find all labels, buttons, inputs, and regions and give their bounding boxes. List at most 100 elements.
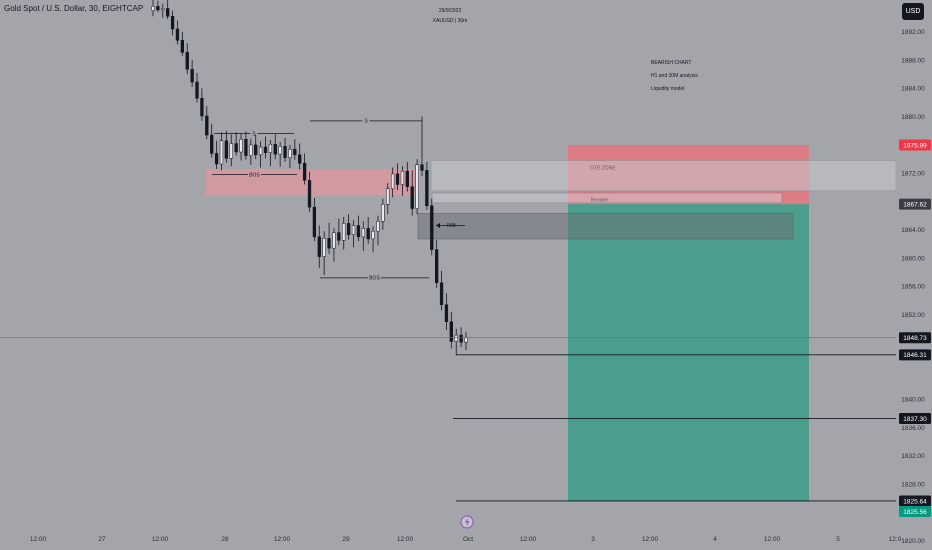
candle — [410, 170, 414, 216]
price-badge-value: 1837.30 — [903, 416, 927, 423]
price-axis-tick: 1864.00 — [901, 227, 925, 234]
candle-body — [302, 163, 307, 181]
candle-body — [244, 139, 248, 156]
candle-body — [170, 16, 175, 30]
candle-body — [415, 164, 419, 209]
candle — [420, 116, 424, 177]
price-badge-value: 1825.56 — [903, 509, 927, 516]
price-badge-box — [899, 198, 931, 210]
candle-body — [229, 143, 233, 159]
time-axis-tick: 27 — [98, 536, 106, 543]
price-badge-box — [899, 495, 931, 507]
candle — [415, 159, 419, 215]
candle — [386, 183, 390, 215]
candle-body — [327, 238, 331, 249]
price-badge-box — [899, 332, 931, 344]
candle — [156, 0, 160, 13]
candle-body — [161, 8, 165, 11]
candle — [161, 3, 165, 18]
candle-body — [249, 144, 253, 156]
candle — [244, 131, 248, 160]
candle — [288, 144, 292, 169]
currency-button[interactable]: USD — [902, 3, 924, 20]
candle — [195, 72, 199, 103]
candle-body — [346, 223, 351, 235]
pair-note: XAUUSD | 30m — [432, 18, 468, 24]
candle-body — [351, 225, 356, 235]
candle — [293, 139, 297, 160]
candle-body — [337, 232, 341, 241]
candle — [214, 140, 219, 169]
candle — [166, 0, 170, 20]
candle-body — [273, 143, 277, 155]
candle — [234, 132, 238, 156]
candle-body — [376, 221, 380, 232]
arrow-left-icon — [436, 223, 440, 229]
candle — [425, 161, 429, 210]
candle — [273, 134, 277, 160]
candle — [400, 166, 405, 196]
price-badge: 1825.64 — [899, 495, 931, 507]
candle — [405, 161, 409, 192]
time-axis-tick: 12:00 — [30, 536, 47, 543]
candle-body — [371, 230, 375, 240]
candle-body — [410, 186, 414, 209]
candle-body — [200, 98, 204, 117]
candle-body — [435, 249, 439, 284]
candle-body — [444, 304, 449, 322]
candle-body — [317, 236, 321, 257]
candle — [317, 225, 321, 268]
annotation-label: S — [252, 131, 256, 137]
price-axis-tick: 1860.00 — [901, 255, 925, 262]
candle — [346, 214, 351, 240]
candle-body — [405, 170, 409, 187]
candle — [283, 137, 287, 162]
candle-body — [278, 146, 282, 155]
candle — [180, 31, 184, 56]
candle — [351, 219, 356, 248]
price-badge-value: 1875.99 — [903, 142, 927, 149]
breaker-label: Breaker — [591, 197, 609, 203]
candle — [258, 141, 263, 168]
price-axis-tick: 1852.00 — [901, 312, 925, 319]
candle-body — [381, 204, 385, 222]
candle — [190, 60, 194, 87]
candle — [263, 136, 268, 159]
symbol-title: Gold Spot / U.S. Dollar, 30, EIGHTCAP — [4, 4, 144, 13]
candle-body — [454, 334, 458, 342]
price-axis-tick: 1884.00 — [901, 86, 925, 93]
candle-body — [214, 153, 219, 165]
date-note: 29/9/2023 — [438, 8, 462, 14]
time-axis-tick: 5 — [836, 536, 840, 543]
candle-body — [312, 206, 317, 238]
price-badge: 1846.31 — [899, 349, 931, 361]
candle — [337, 218, 341, 246]
candle — [224, 130, 229, 163]
price-badge: 1837.30 — [899, 413, 931, 425]
candle — [371, 226, 375, 253]
candle-body — [205, 115, 209, 136]
time-axis-tick: 12:00 — [520, 536, 537, 543]
take-profit-zone — [568, 204, 809, 502]
candle — [254, 135, 258, 160]
candle-body — [254, 144, 258, 156]
price-badge: 1848.73 — [899, 332, 931, 344]
candle-body — [464, 337, 468, 343]
candle — [356, 215, 361, 242]
candle-body — [459, 334, 463, 343]
price-badge: 1825.56 — [899, 506, 931, 518]
candle-body — [224, 140, 229, 159]
fvg-zone — [206, 168, 420, 196]
breaker-zone — [431, 192, 783, 204]
candle-body — [175, 28, 180, 41]
candle — [366, 217, 370, 244]
candle — [151, 0, 155, 17]
candle-body — [395, 173, 400, 185]
candle-body — [239, 139, 243, 153]
price-axis-tick: 1836.00 — [901, 425, 925, 432]
candle-body — [366, 228, 370, 240]
candle-body — [180, 40, 184, 53]
time-axis-tick: 3 — [591, 536, 595, 543]
candle-body — [293, 148, 297, 156]
